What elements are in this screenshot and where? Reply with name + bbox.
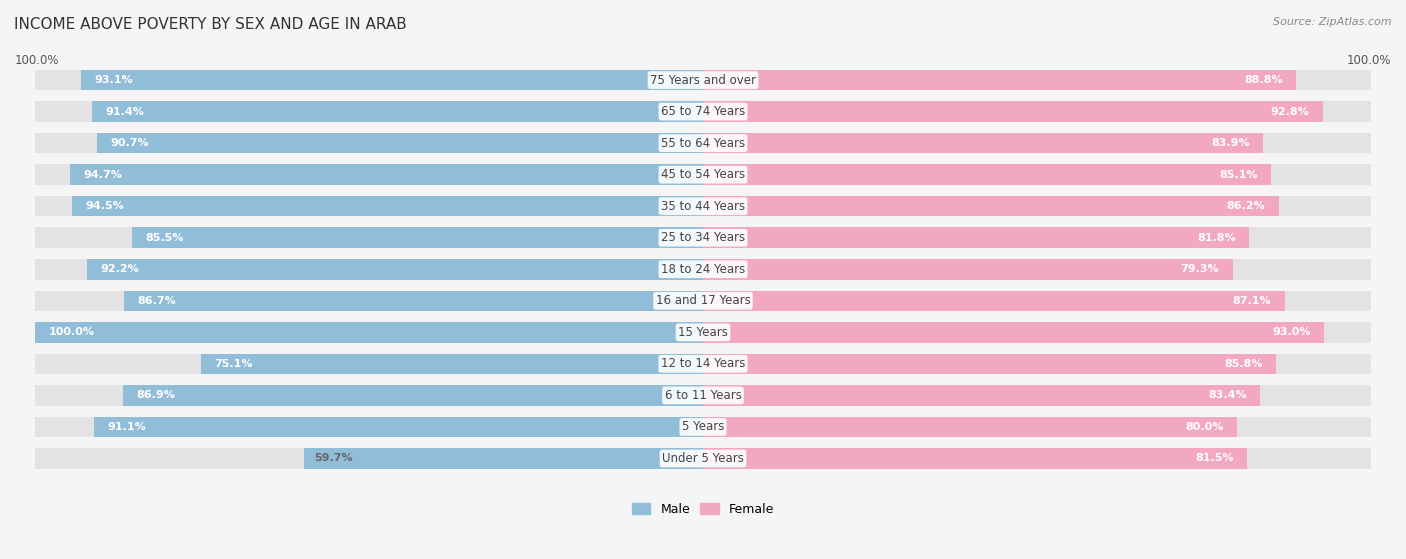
- Bar: [35, 416, 703, 437]
- Text: 75 Years and over: 75 Years and over: [650, 74, 756, 87]
- Bar: [72, 196, 703, 216]
- Text: 88.8%: 88.8%: [1244, 75, 1282, 85]
- Legend: Male, Female: Male, Female: [627, 498, 779, 521]
- Text: 6 to 11 Years: 6 to 11 Years: [665, 389, 741, 402]
- Bar: [94, 416, 703, 437]
- Bar: [703, 354, 1277, 374]
- Text: 79.3%: 79.3%: [1181, 264, 1219, 274]
- Text: 85.8%: 85.8%: [1225, 359, 1263, 369]
- Bar: [703, 196, 1371, 216]
- Bar: [703, 70, 1371, 91]
- Text: 16 and 17 Years: 16 and 17 Years: [655, 294, 751, 307]
- Text: 100.0%: 100.0%: [15, 54, 59, 67]
- Bar: [703, 228, 1250, 248]
- Bar: [703, 196, 1279, 216]
- Bar: [703, 228, 1371, 248]
- Text: 91.1%: 91.1%: [108, 422, 146, 432]
- Bar: [703, 133, 1371, 153]
- Text: 83.4%: 83.4%: [1208, 390, 1247, 400]
- Text: 35 to 44 Years: 35 to 44 Years: [661, 200, 745, 212]
- Text: 92.8%: 92.8%: [1271, 107, 1309, 117]
- Text: 59.7%: 59.7%: [315, 453, 353, 463]
- Bar: [703, 448, 1371, 468]
- Text: 55 to 64 Years: 55 to 64 Years: [661, 136, 745, 150]
- Text: 80.0%: 80.0%: [1185, 422, 1225, 432]
- Text: 94.7%: 94.7%: [84, 170, 122, 179]
- Bar: [304, 448, 703, 468]
- Bar: [35, 70, 703, 91]
- Text: 5 Years: 5 Years: [682, 420, 724, 433]
- Text: 100.0%: 100.0%: [48, 328, 94, 337]
- Bar: [703, 101, 1323, 122]
- Text: 18 to 24 Years: 18 to 24 Years: [661, 263, 745, 276]
- Bar: [703, 322, 1324, 343]
- Text: 45 to 54 Years: 45 to 54 Years: [661, 168, 745, 181]
- Bar: [97, 133, 703, 153]
- Text: 15 Years: 15 Years: [678, 326, 728, 339]
- Bar: [35, 385, 703, 406]
- Bar: [703, 354, 1371, 374]
- Bar: [703, 416, 1237, 437]
- Text: 25 to 34 Years: 25 to 34 Years: [661, 231, 745, 244]
- Text: 65 to 74 Years: 65 to 74 Years: [661, 105, 745, 118]
- Text: 12 to 14 Years: 12 to 14 Years: [661, 357, 745, 371]
- Text: 81.5%: 81.5%: [1195, 453, 1234, 463]
- Text: 83.9%: 83.9%: [1212, 138, 1250, 148]
- Bar: [35, 354, 703, 374]
- Bar: [122, 385, 703, 406]
- Bar: [703, 448, 1247, 468]
- Text: 94.5%: 94.5%: [86, 201, 124, 211]
- Bar: [35, 322, 703, 343]
- Bar: [124, 291, 703, 311]
- Text: 85.1%: 85.1%: [1219, 170, 1258, 179]
- Bar: [35, 196, 703, 216]
- Text: INCOME ABOVE POVERTY BY SEX AND AGE IN ARAB: INCOME ABOVE POVERTY BY SEX AND AGE IN A…: [14, 17, 406, 32]
- Bar: [87, 259, 703, 280]
- Bar: [703, 416, 1371, 437]
- Text: 81.8%: 81.8%: [1198, 233, 1236, 243]
- Bar: [35, 259, 703, 280]
- Text: 92.2%: 92.2%: [100, 264, 139, 274]
- Bar: [703, 385, 1371, 406]
- Bar: [703, 133, 1264, 153]
- Text: Source: ZipAtlas.com: Source: ZipAtlas.com: [1274, 17, 1392, 27]
- Bar: [703, 259, 1371, 280]
- Text: Under 5 Years: Under 5 Years: [662, 452, 744, 465]
- Text: 86.9%: 86.9%: [136, 390, 174, 400]
- Bar: [703, 291, 1285, 311]
- Bar: [82, 70, 703, 91]
- Bar: [201, 354, 703, 374]
- Text: 86.2%: 86.2%: [1226, 201, 1265, 211]
- Text: 86.7%: 86.7%: [138, 296, 176, 306]
- Text: 100.0%: 100.0%: [1347, 54, 1391, 67]
- Text: 91.4%: 91.4%: [105, 107, 145, 117]
- Text: 75.1%: 75.1%: [215, 359, 253, 369]
- Text: 87.1%: 87.1%: [1233, 296, 1271, 306]
- Bar: [35, 101, 703, 122]
- Bar: [703, 101, 1371, 122]
- Text: 93.1%: 93.1%: [94, 75, 134, 85]
- Bar: [35, 291, 703, 311]
- Bar: [703, 164, 1271, 185]
- Bar: [35, 448, 703, 468]
- Bar: [703, 259, 1233, 280]
- Bar: [70, 164, 703, 185]
- Bar: [132, 228, 703, 248]
- Bar: [703, 291, 1371, 311]
- Bar: [35, 164, 703, 185]
- Bar: [703, 322, 1371, 343]
- Bar: [703, 70, 1296, 91]
- Bar: [703, 385, 1260, 406]
- Text: 93.0%: 93.0%: [1272, 328, 1310, 337]
- Bar: [35, 228, 703, 248]
- Text: 90.7%: 90.7%: [111, 138, 149, 148]
- Text: 85.5%: 85.5%: [145, 233, 184, 243]
- Bar: [35, 133, 703, 153]
- Bar: [93, 101, 703, 122]
- Bar: [35, 322, 703, 343]
- Bar: [703, 164, 1371, 185]
